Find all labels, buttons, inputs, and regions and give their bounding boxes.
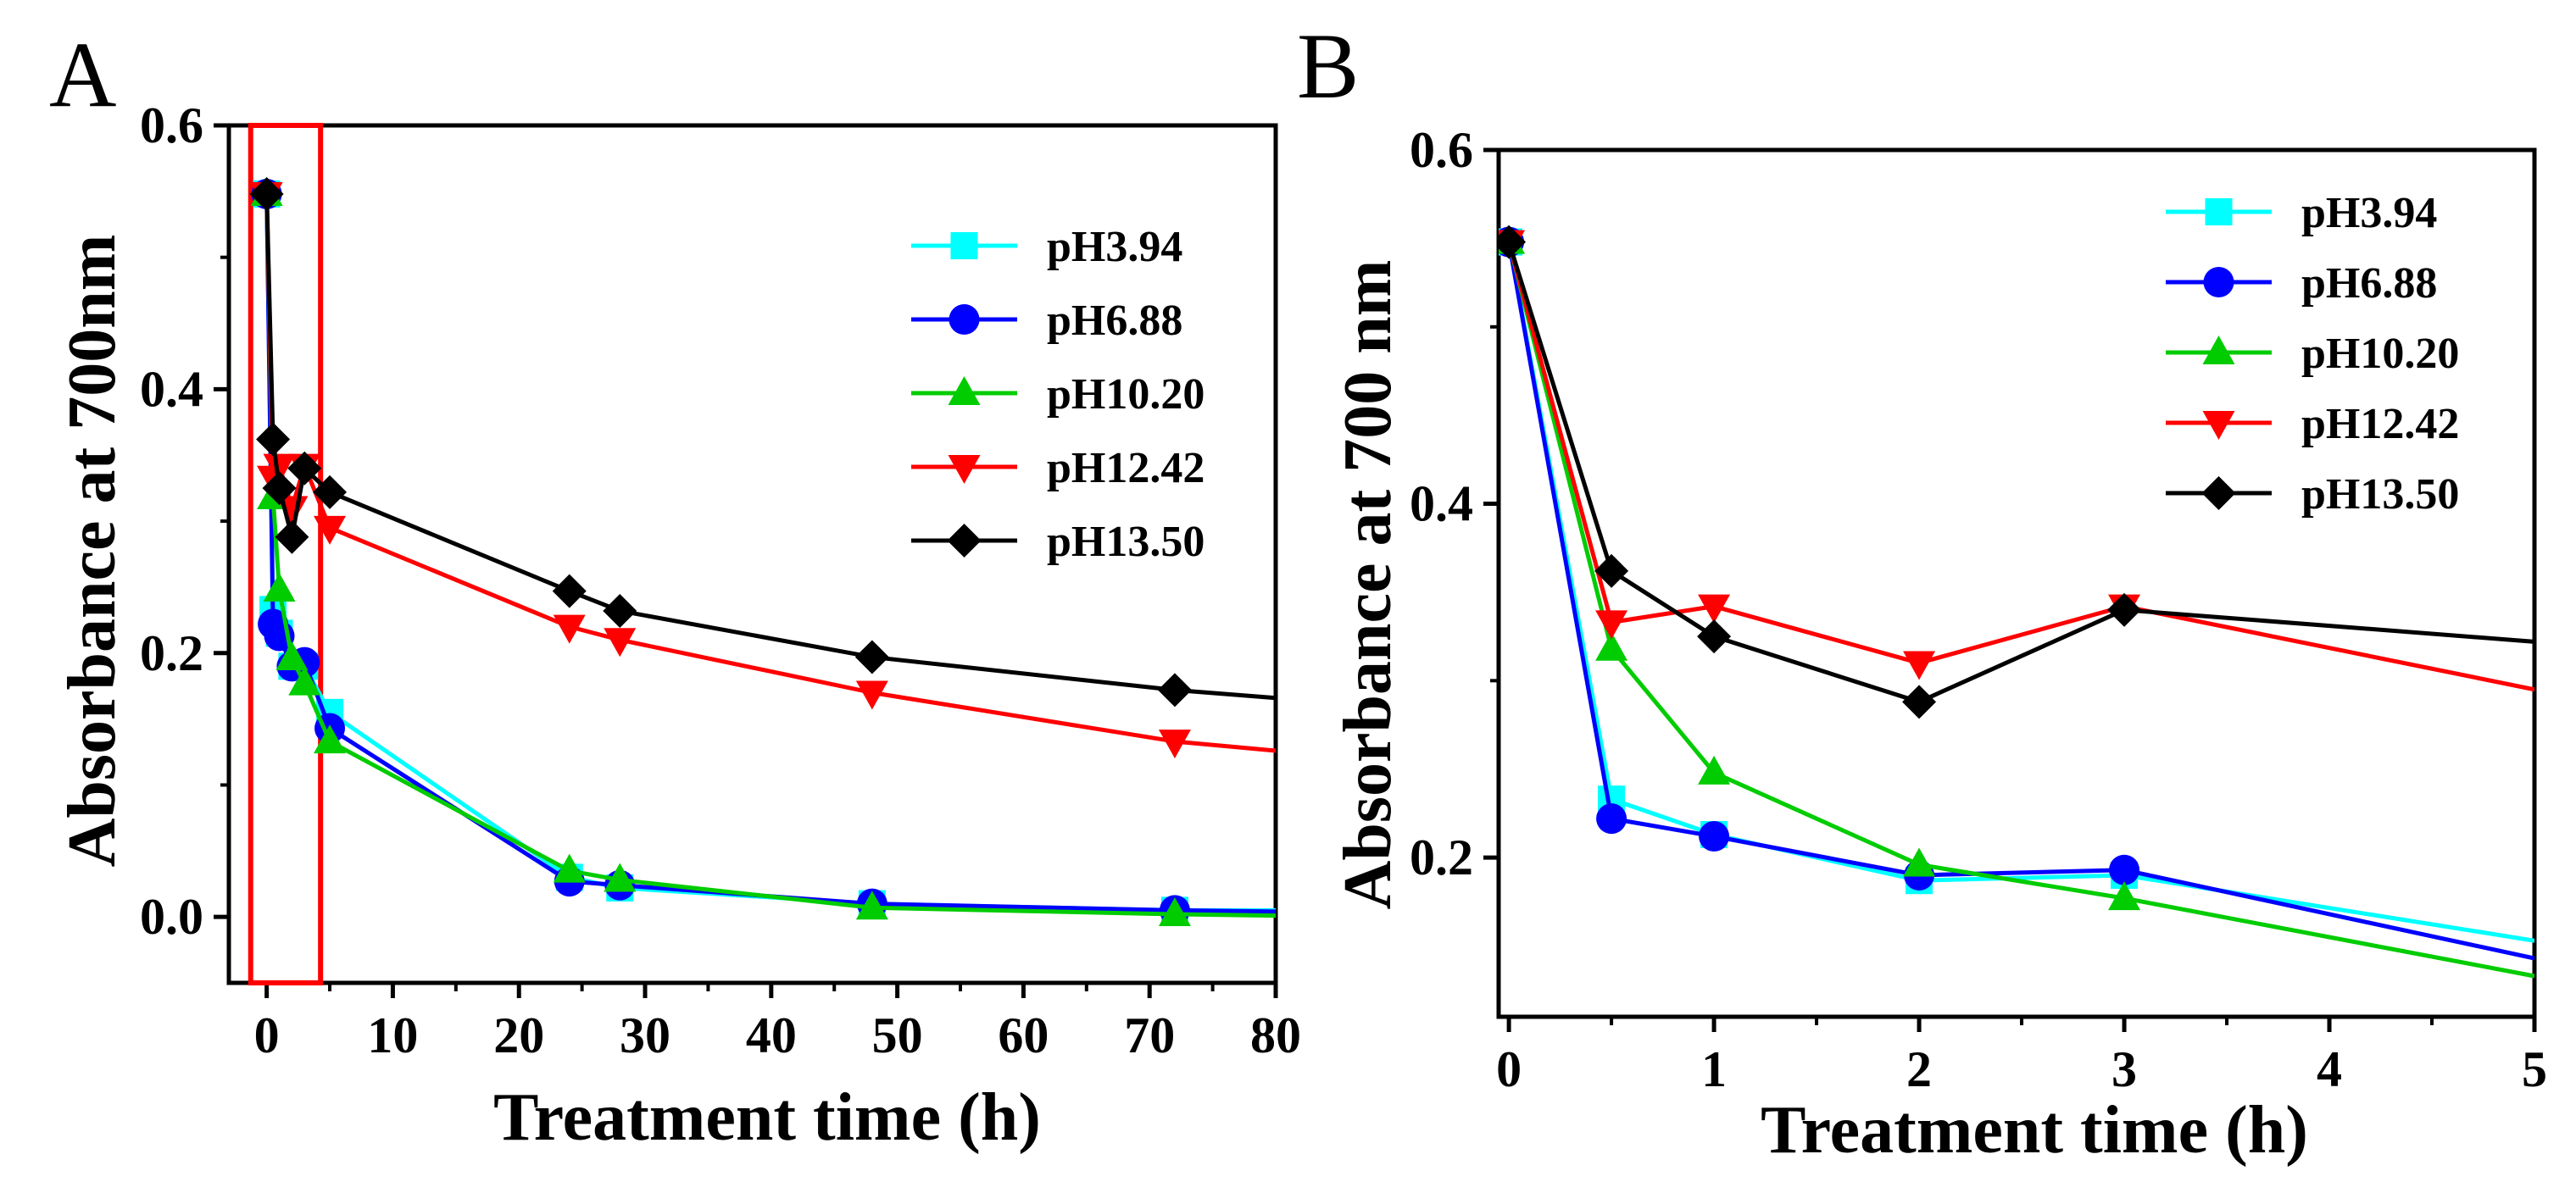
data-point (1698, 755, 1731, 785)
series-line-ph13-50 (1506, 241, 2534, 704)
data-point (552, 574, 587, 608)
y-tick-label-a: 0.0 (140, 889, 203, 945)
legend-label: pH10.20 (1047, 370, 1205, 419)
data-point (288, 666, 321, 696)
plot-frame-b (1496, 147, 2537, 1019)
chart-panel-b: B Treatment time (h) Absorbance at 700 n… (1297, 14, 2547, 1168)
y-tick-label-b: 0.6 (1410, 122, 1473, 178)
series-line-ph12-42 (1506, 241, 2534, 692)
x-axis-title-a: Treatment time (h) (493, 1080, 1041, 1155)
x-tick-label-a: 60 (998, 1007, 1049, 1063)
data-point (275, 641, 309, 670)
x-tick-label-a: 70 (1124, 1007, 1175, 1063)
data-point (604, 628, 637, 658)
data-point (553, 614, 586, 644)
legend-marker (948, 376, 981, 405)
x-axis-title-b: Treatment time (h) (1761, 1093, 2308, 1168)
data-point (553, 853, 586, 883)
data-point (1158, 897, 1191, 927)
data-point (855, 891, 888, 920)
data-point (1699, 821, 1730, 852)
legend-label: pH12.42 (1047, 444, 1205, 492)
legend-marker (2201, 476, 2236, 510)
data-point (263, 573, 296, 602)
chart-panel-a: A Treatment time (h) Absorbance at 700nm… (49, 23, 1301, 1155)
legend-label: pH12.42 (2301, 400, 2459, 448)
data-point (275, 519, 309, 554)
legend-label: pH3.94 (2301, 189, 2437, 237)
legend-marker (948, 455, 981, 484)
data-point (314, 724, 347, 754)
series-line-ph6-88 (1506, 241, 2534, 961)
x-tick-label-a: 10 (367, 1007, 418, 1063)
series-line-ph10-20 (1506, 241, 2534, 979)
x-tick-label-b: 0 (1496, 1041, 1522, 1097)
legend-marker (2205, 198, 2233, 225)
y-tick-label-a: 0.2 (140, 625, 203, 681)
y-tick-label-b: 0.4 (1410, 476, 1473, 532)
panel-letter-b: B (1297, 14, 1359, 118)
x-tick-label-b: 2 (1906, 1041, 1932, 1097)
data-point (1902, 685, 1937, 719)
legend-a: pH3.94 pH6.88 pH10.20 pH12.42 pH13.50 (911, 223, 1205, 566)
data-point (2108, 881, 2141, 911)
data-point (1903, 651, 1936, 680)
data-point (1698, 594, 1731, 624)
data-point (2109, 854, 2140, 885)
data-point (2107, 592, 2142, 627)
data-point (1595, 631, 1628, 661)
plot-frame-a (226, 123, 1278, 985)
x-tick-label-a: 0 (254, 1007, 280, 1063)
highlight-box (248, 123, 324, 985)
y-tick-label-a: 0.6 (140, 97, 203, 153)
legend-marker (2202, 411, 2235, 440)
x-tick-label-b: 5 (2522, 1041, 2547, 1097)
y-axis-title-a: Absorbance at 700nm (55, 235, 130, 868)
legend-label: pH3.94 (1047, 223, 1182, 271)
data-point (603, 593, 637, 628)
x-tick-label-a: 30 (620, 1007, 670, 1063)
x-tick-label-a: 50 (872, 1007, 923, 1063)
data-point (1594, 553, 1629, 588)
data-point (604, 863, 637, 892)
data-point (263, 453, 296, 483)
data-point (854, 640, 889, 674)
legend-label: pH10.20 (2301, 330, 2459, 378)
legend-marker (2202, 336, 2235, 364)
legend-b: pH3.94 pH6.88 pH10.20 pH12.42 pH13.50 (2166, 189, 2459, 519)
legend-label: pH6.88 (2301, 259, 2437, 308)
legend-marker (2203, 267, 2234, 297)
x-tick-label-a: 20 (493, 1007, 544, 1063)
legend-marker (949, 304, 980, 335)
x-tick-label-b: 3 (2111, 1041, 2137, 1097)
y-tick-label-a: 0.4 (140, 361, 203, 417)
data-point (313, 474, 348, 509)
data-point (1158, 730, 1191, 759)
data-point (1596, 803, 1627, 835)
panel-letter-a: A (49, 23, 116, 126)
legend-marker (950, 232, 978, 259)
data-point (1595, 610, 1628, 640)
y-tick-label-b: 0.2 (1410, 830, 1473, 885)
data-point (1499, 225, 1527, 259)
x-tick-label-a: 40 (746, 1007, 797, 1063)
data-point (855, 680, 888, 710)
x-tick-label-b: 1 (1701, 1041, 1727, 1097)
legend-label: pH13.50 (2301, 470, 2459, 519)
data-point (262, 471, 297, 506)
data-point (287, 451, 322, 486)
data-point (1697, 619, 1732, 654)
data-point (249, 176, 284, 211)
legend-label: pH6.88 (1047, 297, 1182, 345)
legend-label: pH13.50 (1047, 518, 1205, 566)
data-point (1157, 673, 1192, 707)
x-tick-label-b: 4 (2317, 1041, 2342, 1097)
data-point (256, 422, 291, 457)
legend-marker (947, 524, 982, 558)
data-point (314, 515, 347, 545)
y-axis-title-b: Absorbance at 700 nm (1331, 260, 1405, 910)
data-point (1903, 847, 1936, 877)
x-tick-label-a: 80 (1250, 1007, 1301, 1063)
